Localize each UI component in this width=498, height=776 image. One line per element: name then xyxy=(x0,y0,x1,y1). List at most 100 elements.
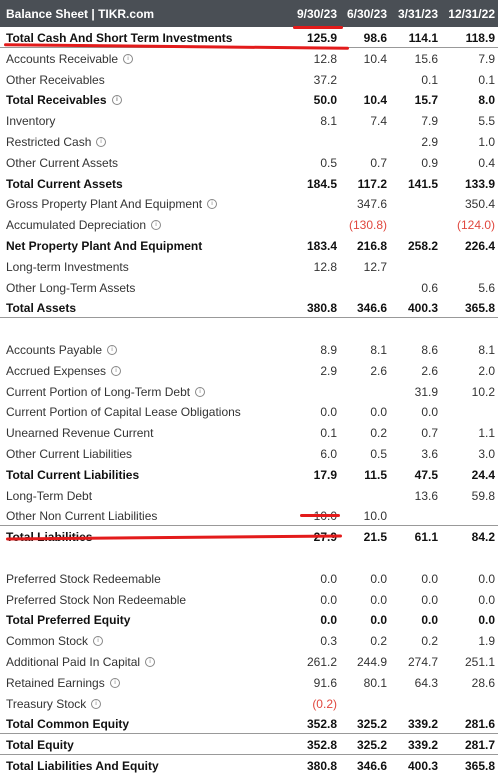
cell-value: 2.6 xyxy=(421,363,438,378)
info-icon[interactable]: i xyxy=(111,365,121,376)
cell-value: 125.9 xyxy=(306,31,337,45)
row-label: Total Current Liabilities xyxy=(6,467,140,482)
table-row: Total Current Liabilities 17.9 11.5 47.5 24.… xyxy=(0,464,498,485)
row-separator xyxy=(0,317,498,319)
info-icon[interactable]: i xyxy=(123,53,133,64)
row-label: Total Assets xyxy=(6,301,77,316)
cell-value: 11.5 xyxy=(364,467,387,482)
cell-value: 2.9 xyxy=(320,363,337,378)
cell-value: 0.0 xyxy=(421,592,438,607)
cell-value: 47.5 xyxy=(414,467,438,482)
table-row: Unearned Revenue Current 0.1 0.2 0.7 1.1 xyxy=(0,422,498,443)
cell-value: 1.9 xyxy=(478,634,495,649)
info-icon[interactable]: i xyxy=(145,657,155,667)
info-icon[interactable]: i xyxy=(195,386,205,397)
cell-value: 10.0 xyxy=(363,509,387,524)
row-label: Accrued Expenses xyxy=(6,363,107,378)
cell-value: 365.8 xyxy=(464,301,495,316)
cell-value: 31.9 xyxy=(414,384,438,399)
row-label: Total Preferred Equity xyxy=(6,613,131,628)
cell-value: 37.2 xyxy=(313,72,337,87)
cell-value: 0.1 xyxy=(421,72,438,87)
cell-value: 80.1 xyxy=(363,675,387,690)
table-header: Balance Sheet | TIKR.com 9/30/23 6/30/23… xyxy=(0,0,498,27)
row-label: Total Equity xyxy=(6,738,74,753)
cell-value: 216.8 xyxy=(356,239,387,253)
info-icon[interactable]: i xyxy=(93,636,103,647)
row-label: Restricted Cash xyxy=(6,135,92,149)
table-row: Preferred Stock Non Redeemable 0.0 0.0 0.0 0… xyxy=(0,589,498,610)
cell-value: (124.0) xyxy=(456,218,495,233)
cell-value: 184.5 xyxy=(306,176,337,191)
cell-value: 2.0 xyxy=(478,363,495,378)
cell-value: 0.2 xyxy=(370,634,387,649)
col-header-3[interactable]: 3/31/23 xyxy=(397,7,438,21)
cell-value: 274.7 xyxy=(407,655,438,669)
table-row: Total Receivables i 50.0 10.4 15.7 8.0 xyxy=(0,89,498,110)
row-label: Other Long-Term Assets xyxy=(6,280,136,295)
table-row: Total Common Equity 352.8 325.2 339.2 281.6 xyxy=(0,713,498,734)
col-header-4[interactable]: 12/31/22 xyxy=(448,7,495,21)
table-row: Restricted Cash i 2.9 1.0 xyxy=(0,131,498,152)
row-label: Gross Property Plant And Equipment xyxy=(6,197,203,212)
table-row: Gross Property Plant And Equipment i 347.6… xyxy=(0,193,498,214)
cell-value: 400.3 xyxy=(407,759,438,773)
cell-value: 12.8 xyxy=(313,51,337,66)
cell-value: 7.4 xyxy=(370,114,387,129)
table-row: Total Equity 352.8 325.2 339.2 281.7 xyxy=(0,734,498,755)
cell-value: 258.2 xyxy=(407,239,438,253)
cell-value: 183.4 xyxy=(306,239,337,253)
info-icon[interactable]: i xyxy=(110,677,120,688)
info-icon[interactable]: i xyxy=(207,199,217,210)
row-label: Accumulated Depreciation xyxy=(6,218,147,233)
cell-value: 6.0 xyxy=(320,447,337,461)
row-label: Other Current Assets xyxy=(6,155,119,170)
cell-value: 0.0 xyxy=(370,405,387,420)
table-row: Additional Paid In Capital i 261.2 244.9 274… xyxy=(0,651,498,672)
cell-value: 0.0 xyxy=(421,613,438,628)
row-label: Preferred Stock Redeemable xyxy=(6,571,161,586)
cell-value: 15.7 xyxy=(414,93,438,108)
col-header-2[interactable]: 6/30/23 xyxy=(346,7,387,21)
table-row: Total Current Assets 184.5 117.2 141.5 133.9 xyxy=(0,173,498,194)
cell-value: 3.0 xyxy=(478,447,495,461)
table-row: Other Current Liabilities 6.0 0.5 3.6 3.0 xyxy=(0,443,498,464)
cell-value: 0.1 xyxy=(478,72,495,87)
cell-value: 339.2 xyxy=(407,717,438,732)
cell-value: 352.8 xyxy=(306,717,337,732)
row-label: Retained Earnings xyxy=(6,675,105,690)
row-separator xyxy=(0,733,498,735)
cell-value: 0.0 xyxy=(320,405,337,420)
info-icon[interactable]: i xyxy=(107,345,117,355)
cell-value: 61.1 xyxy=(414,530,438,545)
cell-value: 0.4 xyxy=(478,155,495,170)
cell-value: 8.0 xyxy=(478,93,495,108)
annotation-underline-ncl-value xyxy=(300,514,340,517)
cell-value: (130.8) xyxy=(348,218,387,233)
row-separator xyxy=(0,754,498,755)
row-label: Total Receivables xyxy=(6,93,107,108)
col-header-1[interactable]: 9/30/23 xyxy=(296,7,337,21)
info-icon[interactable]: i xyxy=(96,137,106,147)
cell-value: 0.9 xyxy=(421,155,438,170)
cell-value: 15.6 xyxy=(414,51,438,66)
table-row: Accounts Receivable i 12.8 10.4 15.6 7.9 xyxy=(0,48,498,69)
row-label: Common Stock xyxy=(6,634,89,649)
cell-value: 244.9 xyxy=(356,655,387,669)
cell-value: 365.8 xyxy=(464,759,495,773)
info-icon[interactable]: i xyxy=(112,95,122,106)
cell-value: 7.9 xyxy=(478,51,495,66)
cell-value: 21.5 xyxy=(363,530,387,545)
cell-value: 10.2 xyxy=(471,384,495,399)
row-separator xyxy=(0,525,498,527)
row-label: Current Portion of Capital Lease Obligat… xyxy=(6,405,241,420)
row-label: Accounts Payable xyxy=(6,343,103,357)
row-label: Other Current Liabilities xyxy=(6,447,133,461)
cell-value: 350.4 xyxy=(464,197,495,212)
cell-value: 0.7 xyxy=(370,155,387,170)
cell-value: 1.0 xyxy=(478,135,495,149)
cell-value: 8.1 xyxy=(370,343,387,357)
cell-value: 10.4 xyxy=(363,51,387,66)
info-icon[interactable]: i xyxy=(91,698,101,709)
info-icon[interactable]: i xyxy=(151,220,161,231)
